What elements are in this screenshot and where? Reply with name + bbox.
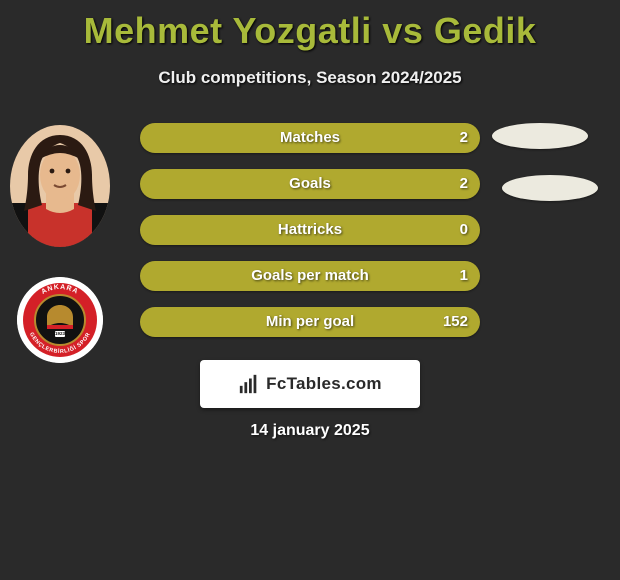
opponent-ellipse (492, 123, 588, 149)
player-avatar (10, 125, 110, 247)
badge-year: 1923 (55, 331, 66, 336)
stat-row: Matches 2 (140, 123, 480, 153)
page-subtitle: Club competitions, Season 2024/2025 (0, 68, 620, 88)
player-column: ANKARA GENÇLERBİRLİĞİ SPOR 1923 (10, 125, 110, 365)
stat-row: Goals per match 1 (140, 261, 480, 291)
stat-bar (140, 215, 480, 245)
stat-bar (140, 123, 480, 153)
club-badge: ANKARA GENÇLERBİRLİĞİ SPOR 1923 (17, 277, 103, 363)
opponent-ellipses (492, 123, 602, 227)
stat-bar (140, 169, 480, 199)
stat-row: Hattricks 0 (140, 215, 480, 245)
page-title: Mehmet Yozgatli vs Gedik (0, 0, 620, 52)
avatar-icon (10, 125, 110, 247)
club-badge-icon: ANKARA GENÇLERBİRLİĞİ SPOR 1923 (17, 277, 103, 363)
brand-text: FcTables.com (266, 374, 382, 394)
stat-row: Goals 2 (140, 169, 480, 199)
stats-bars: Matches 2 Goals 2 Hattricks 0 Goals per … (140, 123, 480, 353)
brand-link[interactable]: FcTables.com (200, 360, 420, 408)
snapshot-date: 14 january 2025 (0, 422, 620, 440)
stat-bar (140, 307, 480, 337)
brand-chart-icon (238, 373, 260, 395)
stat-row: Min per goal 152 (140, 307, 480, 337)
stat-bar (140, 261, 480, 291)
opponent-ellipse (502, 175, 598, 201)
